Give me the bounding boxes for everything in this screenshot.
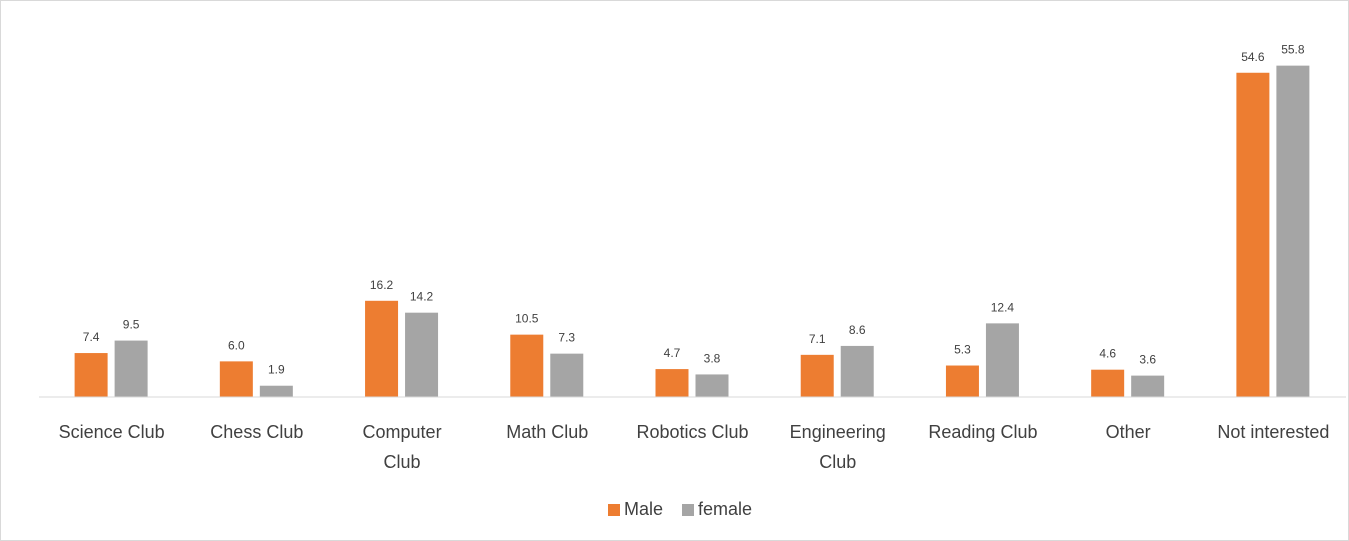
- data-label: 8.6: [849, 323, 866, 337]
- legend-swatch: [608, 503, 620, 516]
- x-tick-label: Not interested: [1217, 422, 1330, 442]
- legend-item: Male: [608, 499, 663, 520]
- data-label: 3.8: [704, 351, 721, 365]
- bar: [510, 334, 544, 397]
- bar: [1091, 369, 1125, 397]
- bar: [945, 365, 979, 397]
- bar: [655, 369, 689, 397]
- data-label: 3.6: [1139, 353, 1156, 367]
- bar: [365, 300, 399, 397]
- data-label: 14.2: [410, 290, 434, 304]
- legend-item: female: [682, 499, 752, 520]
- bar: [1276, 65, 1310, 397]
- bar: [219, 361, 253, 397]
- bar: [985, 323, 1019, 397]
- data-label: 10.5: [515, 312, 539, 326]
- x-tick-label: Math Club: [506, 422, 589, 442]
- bar: [840, 345, 874, 397]
- bar: [1131, 375, 1165, 397]
- bar: [259, 385, 293, 397]
- legend-label: female: [698, 499, 753, 519]
- bar: [800, 354, 834, 397]
- data-label: 9.5: [123, 318, 140, 332]
- data-label: 12.4: [991, 300, 1015, 314]
- bar: [74, 353, 108, 397]
- data-label: 7.1: [809, 332, 826, 346]
- data-label: 4.6: [1099, 347, 1116, 361]
- data-label: 54.6: [1241, 50, 1265, 64]
- data-label: 7.3: [558, 331, 575, 345]
- data-label: 1.9: [268, 363, 285, 377]
- data-label: 6.0: [228, 338, 245, 352]
- bar: [550, 353, 584, 397]
- data-label: 55.8: [1281, 43, 1305, 57]
- x-tick-label: Chess Club: [210, 422, 304, 442]
- bar: [114, 340, 148, 397]
- legend-label: Male: [624, 499, 664, 519]
- x-tick-label: Robotics Club: [636, 422, 749, 442]
- x-tick-label: Other: [1105, 422, 1151, 442]
- x-tick-label: Reading Club: [928, 422, 1038, 442]
- x-tick-label: Computer Club: [362, 422, 442, 472]
- bar: [1236, 72, 1270, 397]
- x-tick-label: Engineering Club: [789, 422, 886, 472]
- legend-swatch: [682, 503, 694, 516]
- bar: [405, 312, 439, 397]
- data-label: 7.4: [83, 330, 100, 344]
- data-label: 16.2: [370, 278, 394, 292]
- data-label: 5.3: [954, 343, 971, 357]
- bar: [695, 374, 729, 397]
- x-tick-label: Science Club: [58, 422, 165, 442]
- data-label: 4.7: [664, 346, 681, 360]
